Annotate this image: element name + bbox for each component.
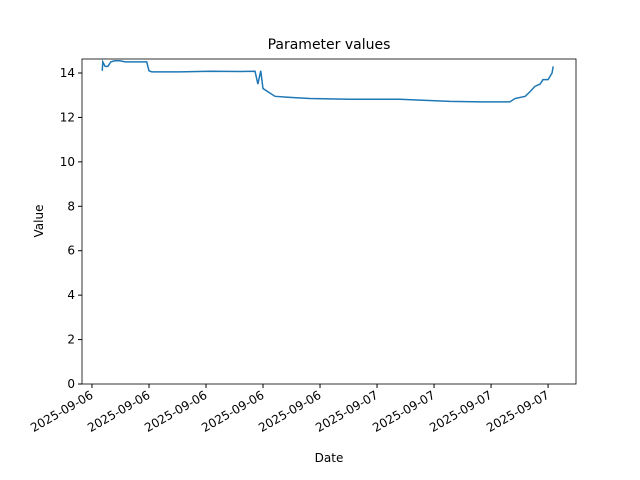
y-tick-label: 6 (67, 244, 75, 258)
x-tick-label: 2025-09-06 (199, 388, 266, 435)
x-tick-label: 2025-09-07 (427, 388, 494, 435)
y-tick-label: 12 (60, 110, 75, 124)
y-tick-label: 2 (67, 333, 75, 347)
x-tick-label: 2025-09-07 (484, 388, 551, 435)
y-tick-label: 10 (60, 155, 75, 169)
x-tick-label: 2025-09-06 (28, 388, 95, 435)
x-tick-label: 2025-09-06 (256, 388, 323, 435)
plot-frame (81, 58, 577, 385)
y-tick-label: 8 (67, 199, 75, 213)
y-tick-label: 0 (67, 377, 75, 391)
x-tick-label: 2025-09-07 (313, 388, 380, 435)
y-tick-label: 14 (60, 66, 75, 80)
x-axis-label: Date (315, 451, 344, 465)
y-tick-label: 4 (67, 288, 75, 302)
x-tick-label: 2025-09-07 (370, 388, 437, 435)
data-line (101, 59, 554, 103)
y-axis-label: Value (32, 205, 46, 238)
chart-title: Parameter values (268, 37, 391, 53)
x-tick-label: 2025-09-06 (85, 388, 152, 435)
x-tick-label: 2025-09-06 (142, 388, 209, 435)
